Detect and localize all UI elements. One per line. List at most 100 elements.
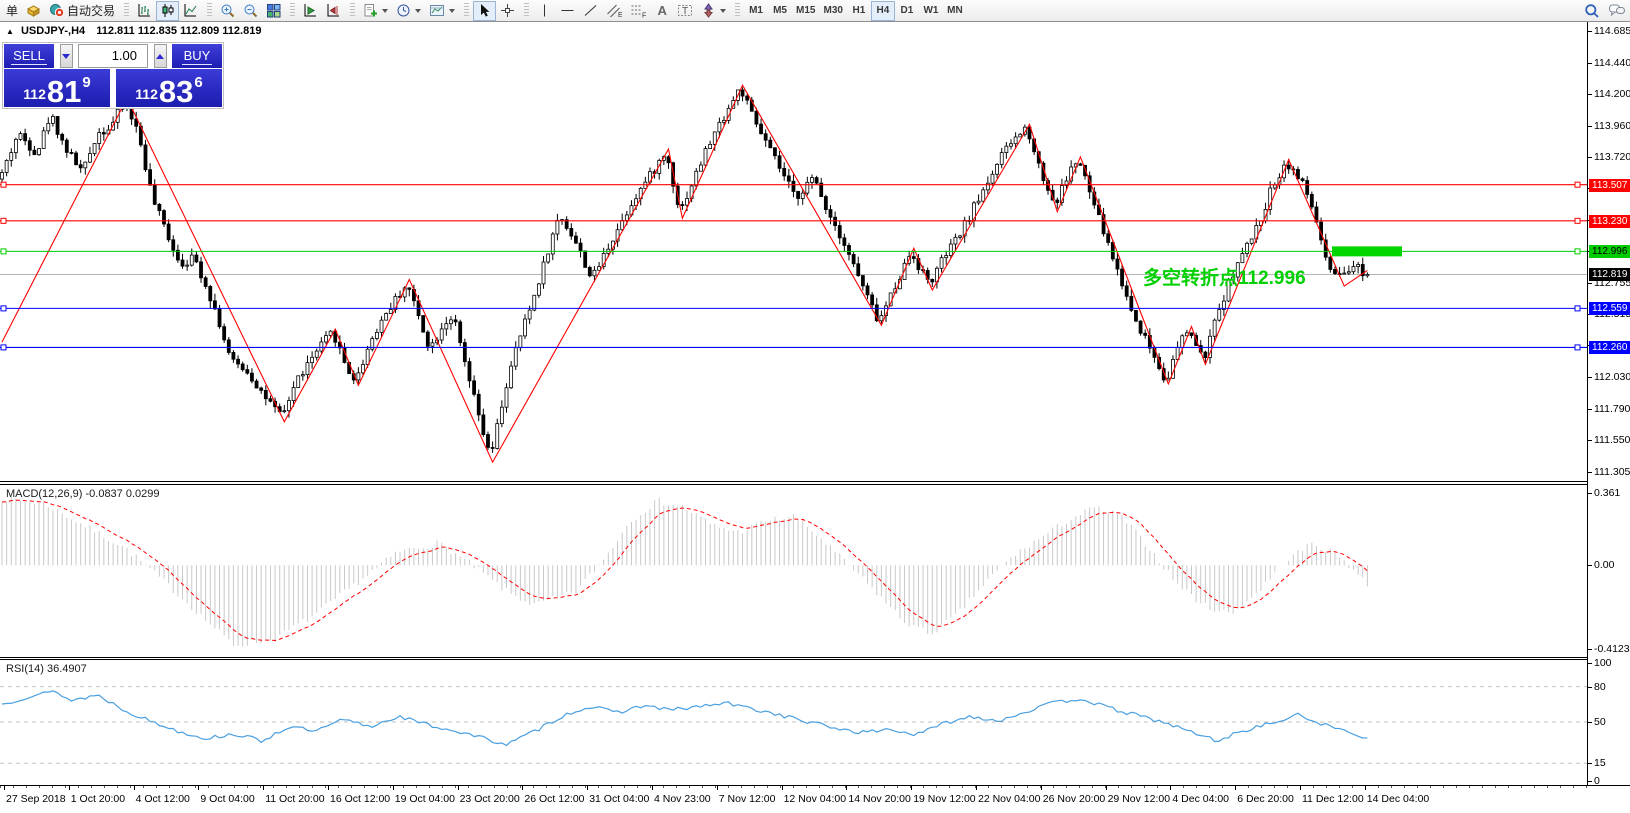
chart-symbol-label: USDJPY-,H4 (20, 25, 86, 37)
panel-separator[interactable] (0, 481, 1587, 485)
timeframe-button-d1[interactable]: D1 (900, 5, 914, 16)
zoom-in-button[interactable] (216, 1, 239, 21)
time-tick (587, 786, 589, 790)
axis-tick (1588, 687, 1592, 688)
axis-tick-label: 112.030 (1594, 371, 1630, 383)
trendline-icon (583, 3, 598, 18)
auto-scroll-button[interactable] (299, 1, 322, 21)
volume-increase-button[interactable] (153, 44, 167, 68)
time-tick-label: 14 Dec 04:00 (1366, 793, 1430, 805)
time-tick-label: 11 Dec 12:00 (1302, 793, 1364, 805)
autotrading-button[interactable]: 自动交易 (45, 1, 119, 21)
trendline-button[interactable] (579, 1, 602, 21)
axis-tick (1588, 94, 1592, 95)
collapse-arrow-icon[interactable]: ▲ (6, 27, 14, 36)
fibonacci-button[interactable]: F (626, 1, 650, 21)
time-tick-label: 19 Nov 12:00 (913, 793, 976, 805)
timeframe-button-mn[interactable]: MN (947, 5, 963, 16)
search-icon (1584, 3, 1600, 19)
price-axis[interactable]: 114.685114.440114.200113.960113.720113.4… (1587, 22, 1630, 787)
time-tick (1040, 786, 1042, 790)
tile-windows-icon (266, 3, 281, 18)
timeframe-button-w1[interactable]: W1 (923, 5, 939, 16)
svg-text:A: A (658, 3, 668, 18)
main-chart-canvas[interactable] (0, 22, 1587, 481)
zoom-out-icon (243, 3, 258, 18)
time-tick (392, 786, 394, 790)
price-badge: 112.260 (1589, 341, 1630, 354)
axis-tick (1588, 31, 1592, 32)
templates-button[interactable] (425, 1, 459, 21)
axis-tick (1588, 283, 1592, 284)
price-badge: 113.507 (1589, 179, 1630, 192)
chart-shift-button[interactable] (322, 1, 345, 21)
rsi-panel-canvas[interactable] (0, 660, 1587, 785)
timeframe-button-h4[interactable]: H4 (870, 0, 895, 21)
time-tick-label: 27 Sep 2018 (6, 793, 66, 805)
add-indicator-icon (363, 3, 378, 18)
axis-tick (1588, 157, 1592, 158)
volume-input[interactable]: 1.00 (78, 44, 148, 68)
timeframe-button-m15[interactable]: M15 (796, 5, 816, 16)
time-tick (1170, 786, 1172, 790)
text-label-button[interactable]: T (673, 1, 697, 21)
axis-tick-label: 0.361 (1594, 487, 1621, 499)
time-tick-label: 9 Oct 04:00 (200, 793, 255, 805)
zoom-in-icon (220, 3, 235, 18)
zoom-out-button[interactable] (239, 1, 262, 21)
axis-tick-label: 111.550 (1594, 434, 1630, 446)
axis-tick-label: 0 (1594, 775, 1600, 787)
yellow-cube-icon (26, 3, 41, 18)
time-axis[interactable]: 27 Sep 2018 1 Oct 20:00 4 Oct 12:00 9 Oct 0… (0, 785, 1630, 813)
axis-tick (1588, 722, 1592, 723)
buy-button[interactable]: BUY (172, 44, 222, 68)
time-tick (716, 786, 718, 790)
line-chart-button[interactable] (179, 1, 202, 21)
timeframe-button-h1[interactable]: H1 (852, 5, 866, 16)
axis-tick-label: 114.685 (1594, 25, 1630, 37)
text-button[interactable]: A (650, 1, 673, 21)
cursor-button[interactable] (473, 0, 497, 21)
buy-button-label: BUY (181, 47, 213, 65)
indicators-button[interactable] (359, 1, 392, 21)
time-tick (198, 786, 200, 790)
time-tick (652, 786, 653, 790)
new-order-button[interactable]: 单 (2, 1, 22, 21)
panel-separator[interactable] (0, 657, 1587, 660)
crosshair-button[interactable] (496, 1, 519, 21)
time-tick-label: 26 Nov 20:00 (1042, 793, 1106, 805)
rsi-label: RSI(14) 36.4907 (6, 663, 87, 675)
search-button[interactable] (1580, 1, 1604, 21)
horizontal-line-button[interactable] (556, 1, 579, 21)
time-tick (133, 786, 135, 790)
time-tick-label: 19 Oct 04:00 (394, 793, 455, 805)
time-tick (1235, 786, 1237, 790)
candlestick-chart-button[interactable] (156, 0, 180, 21)
macd-panel-canvas[interactable] (0, 485, 1587, 657)
timeframe-button-m1[interactable]: M1 (749, 5, 763, 16)
axis-tick (1588, 409, 1592, 410)
chart-cube-button[interactable] (22, 1, 45, 21)
bar-chart-button[interactable] (133, 1, 156, 21)
equidistant-channel-button[interactable]: E (602, 1, 626, 21)
vertical-line-button[interactable] (533, 1, 556, 21)
price-badge: 112.819 (1589, 268, 1630, 281)
tile-windows-button[interactable] (262, 1, 285, 21)
toolbar: 单 自动交易 E F A T M1 M5 M15 M30 H1 H4 D1 W1 MN (0, 0, 1630, 22)
time-tick-label: 16 Oct 12:00 (330, 793, 391, 805)
axis-tick-label: 114.440 (1594, 57, 1630, 69)
volume-decrease-button[interactable] (59, 44, 73, 68)
channel-icon: E (606, 3, 622, 18)
sell-button[interactable]: SELL (4, 44, 54, 68)
chat-button[interactable] (1604, 1, 1630, 21)
arrows-button[interactable] (697, 1, 730, 21)
buy-price-button[interactable]: 112 83 6 (116, 69, 222, 107)
periods-button[interactable] (392, 1, 425, 21)
time-tick (911, 786, 913, 790)
timeframe-button-m30[interactable]: M30 (823, 5, 843, 16)
line-chart-icon (183, 3, 198, 18)
timeframe-button-m5[interactable]: M5 (773, 5, 787, 16)
toolbar-separator (350, 3, 356, 18)
sell-price-button[interactable]: 112 81 9 (4, 69, 110, 107)
